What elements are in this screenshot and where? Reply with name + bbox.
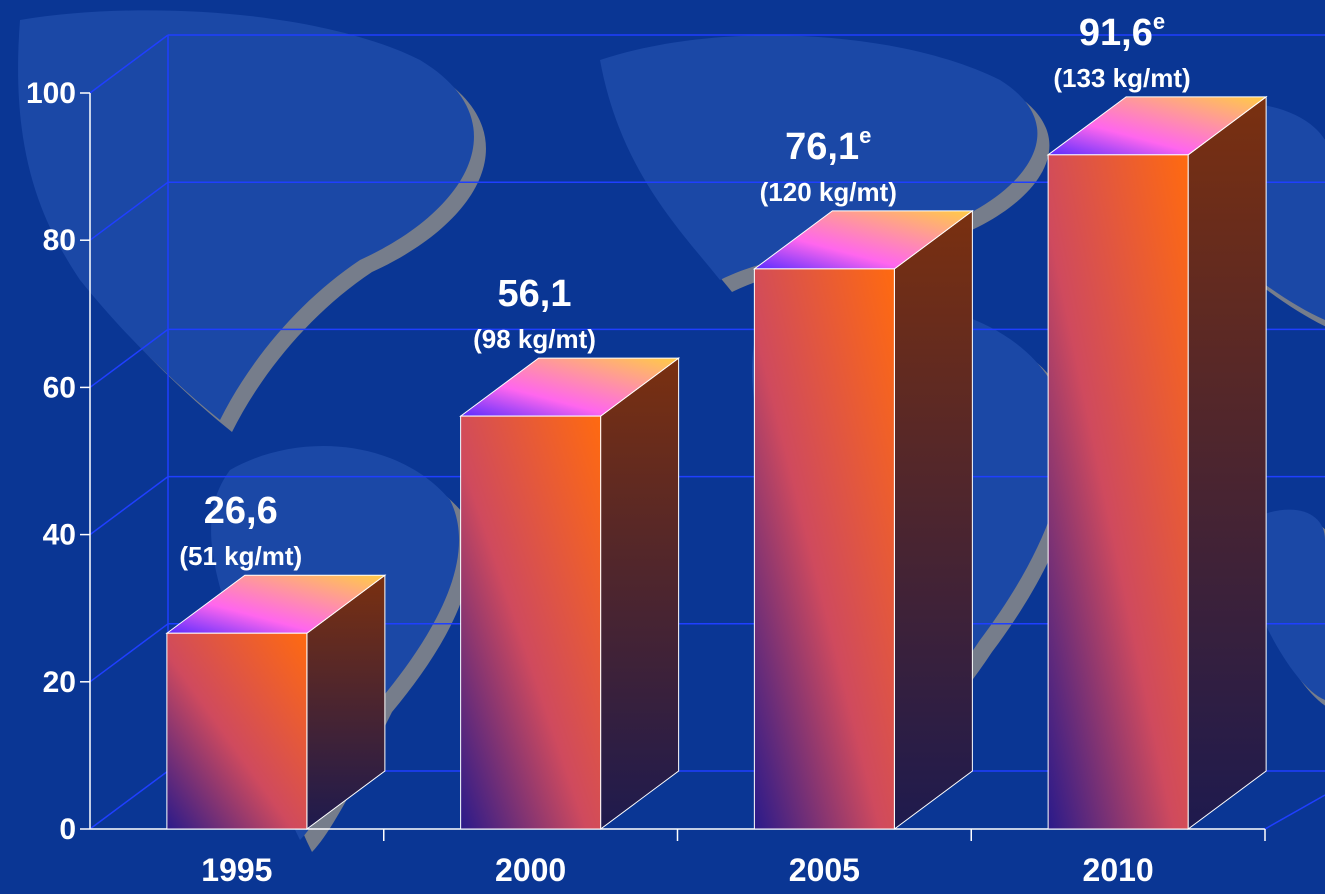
bar (460, 415, 602, 830)
gridline-depth (89, 770, 169, 830)
y-tick-label: 80 (43, 224, 76, 257)
bars (165, 95, 1268, 830)
bar (1047, 154, 1189, 830)
y-tick-label: 100 (26, 77, 76, 110)
bar-side (1187, 95, 1267, 830)
data-label-value: 76,1e (785, 123, 871, 168)
data-label-sub: (51 kg/mt) (179, 541, 302, 571)
data-label-sub: (133 kg/mt) (1053, 63, 1190, 93)
bar-side (600, 357, 680, 830)
gridline-depth (89, 623, 169, 683)
data-label-superscript: e (1153, 9, 1165, 34)
bar (753, 268, 895, 830)
floor-edge (1264, 794, 1325, 830)
gridline-depth (89, 475, 169, 536)
data-label-sub: (98 kg/mt) (473, 324, 596, 354)
value-labels: 26,6 (51 kg/mt) 56,1 (98 kg/mt) 76,1e (120 kg… (179, 9, 1190, 571)
x-tick-label: 2000 (495, 852, 566, 888)
data-label-sub: (120 kg/mt) (760, 177, 897, 207)
data-label-value: 91,6e (1079, 9, 1165, 54)
data-label-superscript: e (859, 123, 871, 148)
data-label-value: 56,1 (498, 273, 572, 315)
data-label-value: 26,6 (204, 490, 278, 532)
x-tick-label: 1995 (201, 852, 272, 888)
x-axis: 1995 2000 2005 2010 (201, 829, 1266, 888)
gridline-depth (89, 181, 169, 241)
x-tick-label: 2005 (789, 852, 860, 888)
gridline-depth (89, 34, 169, 94)
y-tick-label: 0 (59, 813, 76, 846)
y-tick-label: 20 (43, 666, 76, 699)
bar (166, 632, 308, 830)
y-tick-label: 40 (43, 519, 76, 552)
bar-side (893, 209, 973, 830)
gridline-depth (89, 328, 169, 389)
x-tick-label: 2010 (1083, 852, 1154, 888)
y-tick-label: 60 (43, 371, 76, 404)
